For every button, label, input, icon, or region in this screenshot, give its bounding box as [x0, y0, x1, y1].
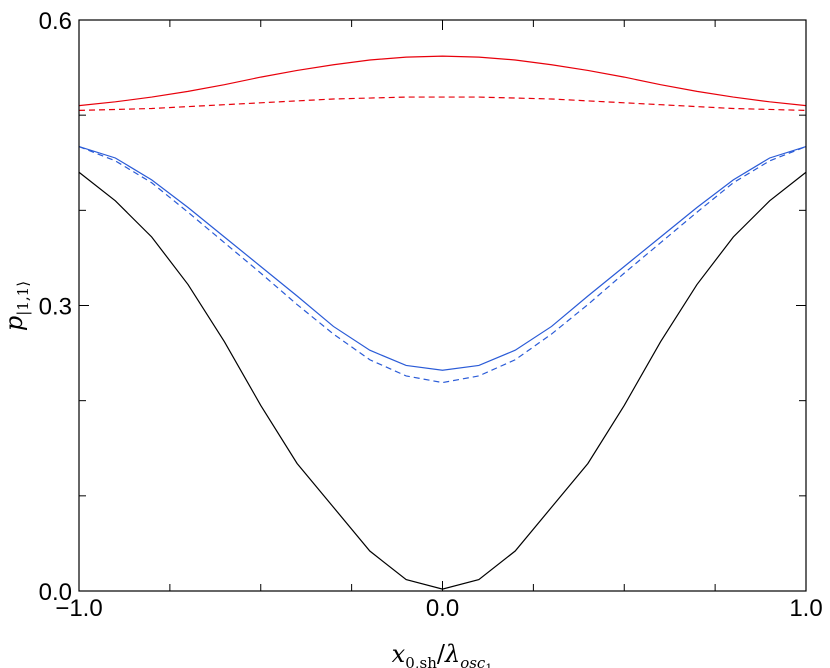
y-tick-label: 0.0: [39, 579, 72, 606]
series-line-red-dashed: [78, 96, 807, 112]
x-axis-label: x0,sh/λosc1: [392, 640, 493, 668]
y-tick-label: 0.6: [39, 8, 72, 35]
series-line-blue-solid: [78, 145, 807, 371]
x-tick-label: 0.0: [426, 595, 459, 622]
x-tick-label: −1.0: [55, 595, 102, 622]
plot-frame: [78, 19, 807, 592]
series-line-black-solid: [78, 171, 807, 590]
x-tick-label: 1.0: [789, 595, 822, 622]
series-line-red-solid: [78, 55, 807, 107]
series-line-blue-dashed: [78, 146, 807, 384]
series-layer: [78, 55, 807, 590]
y-axis-label: p|1,1⟩: [0, 281, 32, 331]
tick-layer: [78, 19, 807, 592]
y-tick-label: 0.3: [39, 294, 72, 321]
label-layer: −1.0 0.0 1.00.00.30.6: [39, 8, 823, 622]
